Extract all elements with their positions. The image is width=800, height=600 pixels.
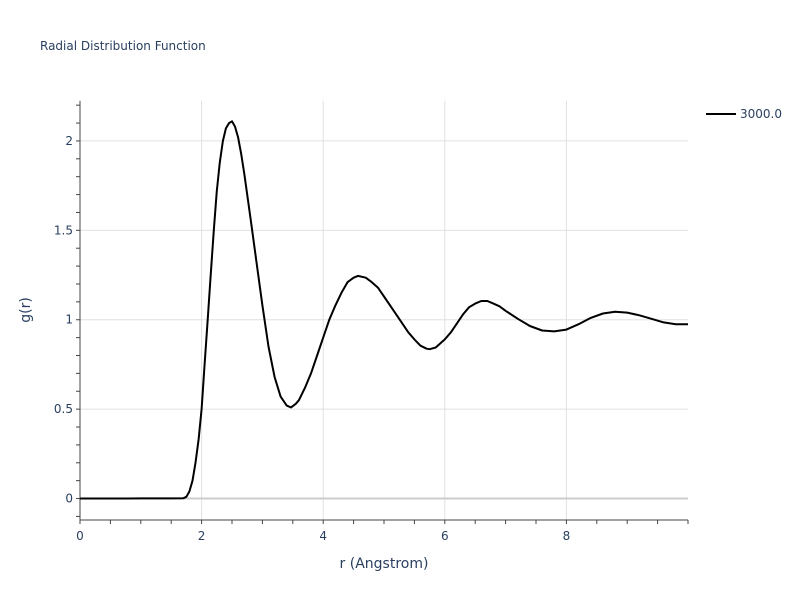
series-layer bbox=[80, 120, 688, 500]
x-tick-label: 0 bbox=[76, 529, 84, 543]
x-axis-label: r (Angstrom) bbox=[340, 556, 429, 572]
legend[interactable]: 3000.0 bbox=[706, 107, 782, 121]
y-tick-label: 2 bbox=[65, 134, 73, 148]
x-tick-label: 6 bbox=[441, 529, 449, 543]
x-tick-label: 8 bbox=[563, 529, 571, 543]
legend-label[interactable]: 3000.0 bbox=[740, 107, 782, 121]
y-tick-label: 1 bbox=[65, 313, 73, 327]
series-line-3000.0 bbox=[80, 120, 688, 500]
axes: 0 2 4 6 8 0 0.5 1 1.5 2 bbox=[54, 100, 689, 543]
y-axis-label: g(r) bbox=[18, 297, 34, 323]
grid bbox=[80, 100, 688, 520]
x-tick-label: 4 bbox=[319, 529, 327, 543]
y-tick-label: 0.5 bbox=[54, 402, 73, 416]
y-tick-label: 0 bbox=[65, 492, 73, 506]
x-tick-label: 2 bbox=[198, 529, 206, 543]
y-tick-label: 1.5 bbox=[54, 223, 73, 237]
chart-title: Radial Distribution Function bbox=[40, 39, 206, 53]
